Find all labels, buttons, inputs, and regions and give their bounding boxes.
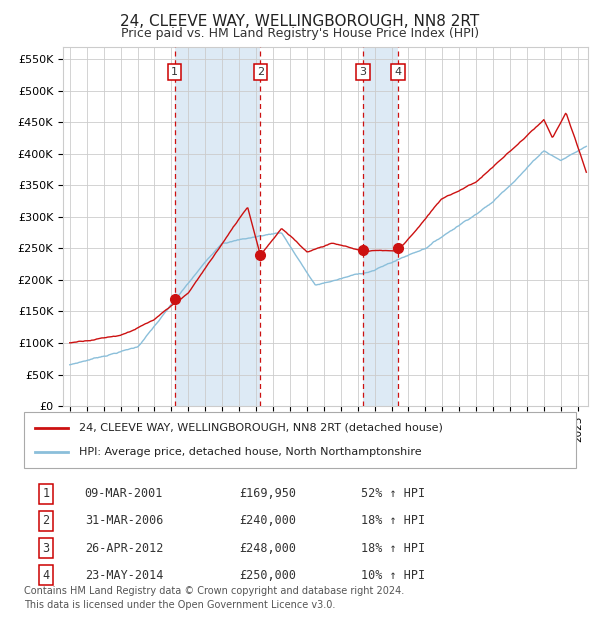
- Text: Contains HM Land Registry data © Crown copyright and database right 2024.: Contains HM Land Registry data © Crown c…: [24, 586, 404, 596]
- Text: Price paid vs. HM Land Registry's House Price Index (HPI): Price paid vs. HM Land Registry's House …: [121, 27, 479, 40]
- Text: 24, CLEEVE WAY, WELLINGBOROUGH, NN8 2RT: 24, CLEEVE WAY, WELLINGBOROUGH, NN8 2RT: [121, 14, 479, 29]
- Text: 4: 4: [395, 67, 402, 77]
- Bar: [363, 46, 398, 406]
- Text: 31-MAR-2006: 31-MAR-2006: [85, 515, 163, 528]
- Text: 1: 1: [171, 67, 178, 77]
- Text: 18% ↑ HPI: 18% ↑ HPI: [361, 542, 425, 554]
- FancyBboxPatch shape: [24, 412, 576, 468]
- Text: 1: 1: [43, 487, 50, 500]
- Text: 3: 3: [359, 67, 367, 77]
- Text: 10% ↑ HPI: 10% ↑ HPI: [361, 569, 425, 582]
- Text: £169,950: £169,950: [239, 487, 296, 500]
- Text: 52% ↑ HPI: 52% ↑ HPI: [361, 487, 425, 500]
- Text: 09-MAR-2001: 09-MAR-2001: [85, 487, 163, 500]
- Text: £248,000: £248,000: [239, 542, 296, 554]
- Text: 18% ↑ HPI: 18% ↑ HPI: [361, 515, 425, 528]
- Text: 26-APR-2012: 26-APR-2012: [85, 542, 163, 554]
- Text: 24, CLEEVE WAY, WELLINGBOROUGH, NN8 2RT (detached house): 24, CLEEVE WAY, WELLINGBOROUGH, NN8 2RT …: [79, 423, 443, 433]
- Text: 2: 2: [257, 67, 264, 77]
- Text: HPI: Average price, detached house, North Northamptonshire: HPI: Average price, detached house, Nort…: [79, 448, 422, 458]
- Text: £240,000: £240,000: [239, 515, 296, 528]
- Bar: [175, 46, 260, 406]
- Text: £250,000: £250,000: [239, 569, 296, 582]
- Text: 2: 2: [43, 515, 50, 528]
- Text: This data is licensed under the Open Government Licence v3.0.: This data is licensed under the Open Gov…: [24, 600, 335, 609]
- Text: 4: 4: [43, 569, 50, 582]
- Text: 3: 3: [43, 542, 50, 554]
- Text: 23-MAY-2014: 23-MAY-2014: [85, 569, 163, 582]
